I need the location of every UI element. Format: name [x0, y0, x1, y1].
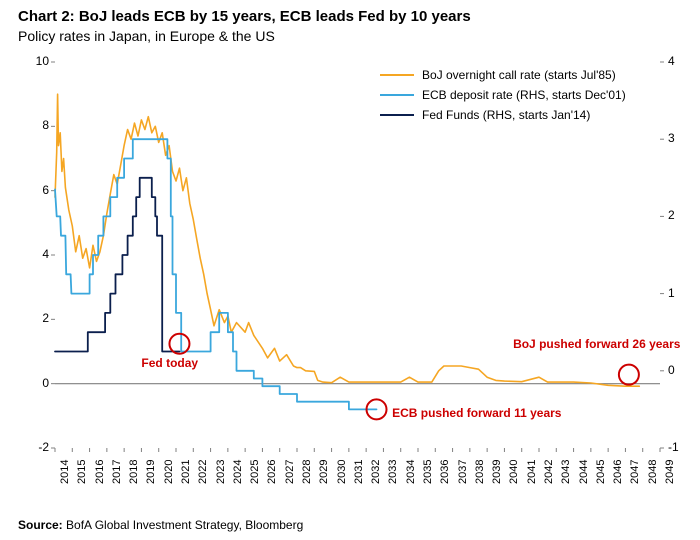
xtick: 2030 — [336, 460, 348, 484]
legend-item: ECB deposit rate (RHS, starts Dec'01) — [380, 88, 626, 102]
ytick-right: 2 — [668, 208, 675, 222]
xtick: 2039 — [491, 460, 503, 484]
xtick: 2040 — [508, 460, 520, 484]
ytick-right: 1 — [668, 286, 675, 300]
series-fed — [55, 178, 180, 352]
legend-item: Fed Funds (RHS, starts Jan'14) — [380, 108, 626, 122]
annotation-label: ECB pushed forward 11 years — [392, 406, 561, 420]
xtick: 2046 — [612, 460, 624, 484]
xtick: 2027 — [284, 460, 296, 484]
legend-label: ECB deposit rate (RHS, starts Dec'01) — [422, 88, 626, 102]
xtick: 2019 — [145, 460, 157, 484]
xtick: 2022 — [197, 460, 209, 484]
ytick-right: 0 — [668, 363, 675, 377]
ytick-right: -1 — [668, 440, 679, 454]
xtick: 2045 — [595, 460, 607, 484]
ytick-left: 0 — [42, 376, 49, 390]
legend-label: Fed Funds (RHS, starts Jan'14) — [422, 108, 590, 122]
legend: BoJ overnight call rate (starts Jul'85) E… — [380, 68, 626, 128]
xtick: 2021 — [180, 460, 192, 484]
xtick: 2038 — [474, 460, 486, 484]
legend-swatch — [380, 74, 414, 76]
xtick: 2032 — [370, 460, 382, 484]
xtick: 2024 — [232, 460, 244, 484]
xtick: 2023 — [215, 460, 227, 484]
xtick: 2031 — [353, 460, 365, 484]
ytick-left: 6 — [42, 183, 49, 197]
xtick: 2047 — [629, 460, 641, 484]
xtick: 2033 — [387, 460, 399, 484]
xtick: 2034 — [405, 460, 417, 484]
xtick: 2041 — [526, 460, 538, 484]
xtick: 2020 — [163, 460, 175, 484]
xtick: 2043 — [560, 460, 572, 484]
ytick-left: 8 — [42, 118, 49, 132]
ytick-left: 4 — [42, 247, 49, 261]
annotation-label: Fed today — [141, 356, 198, 370]
legend-swatch — [380, 94, 414, 96]
ytick-left: 10 — [36, 54, 49, 68]
series-ecb — [55, 139, 377, 409]
ytick-left: -2 — [38, 440, 49, 454]
legend-label: BoJ overnight call rate (starts Jul'85) — [422, 68, 616, 82]
xtick: 2048 — [647, 460, 659, 484]
legend-item: BoJ overnight call rate (starts Jul'85) — [380, 68, 626, 82]
annotation-label: BoJ pushed forward 26 years — [513, 337, 680, 351]
xtick: 2035 — [422, 460, 434, 484]
source-line: Source: BofA Global Investment Strategy,… — [18, 518, 303, 532]
ytick-right: 3 — [668, 131, 675, 145]
legend-swatch — [380, 114, 414, 116]
xtick: 2016 — [94, 460, 106, 484]
xtick: 2017 — [111, 460, 123, 484]
xtick: 2049 — [664, 460, 676, 484]
xtick: 2025 — [249, 460, 261, 484]
xtick: 2029 — [318, 460, 330, 484]
xtick: 2018 — [128, 460, 140, 484]
xtick: 2042 — [543, 460, 555, 484]
xtick: 2044 — [578, 460, 590, 484]
xtick: 2028 — [301, 460, 313, 484]
xtick: 2014 — [59, 460, 71, 484]
ytick-left: 2 — [42, 311, 49, 325]
annotation-circle — [619, 365, 639, 385]
xtick: 2037 — [457, 460, 469, 484]
source-text: BofA Global Investment Strategy, Bloombe… — [66, 518, 303, 532]
xtick: 2036 — [439, 460, 451, 484]
ytick-right: 4 — [668, 54, 675, 68]
xtick: 2015 — [76, 460, 88, 484]
source-label: Source: — [18, 518, 63, 532]
xtick: 2026 — [266, 460, 278, 484]
